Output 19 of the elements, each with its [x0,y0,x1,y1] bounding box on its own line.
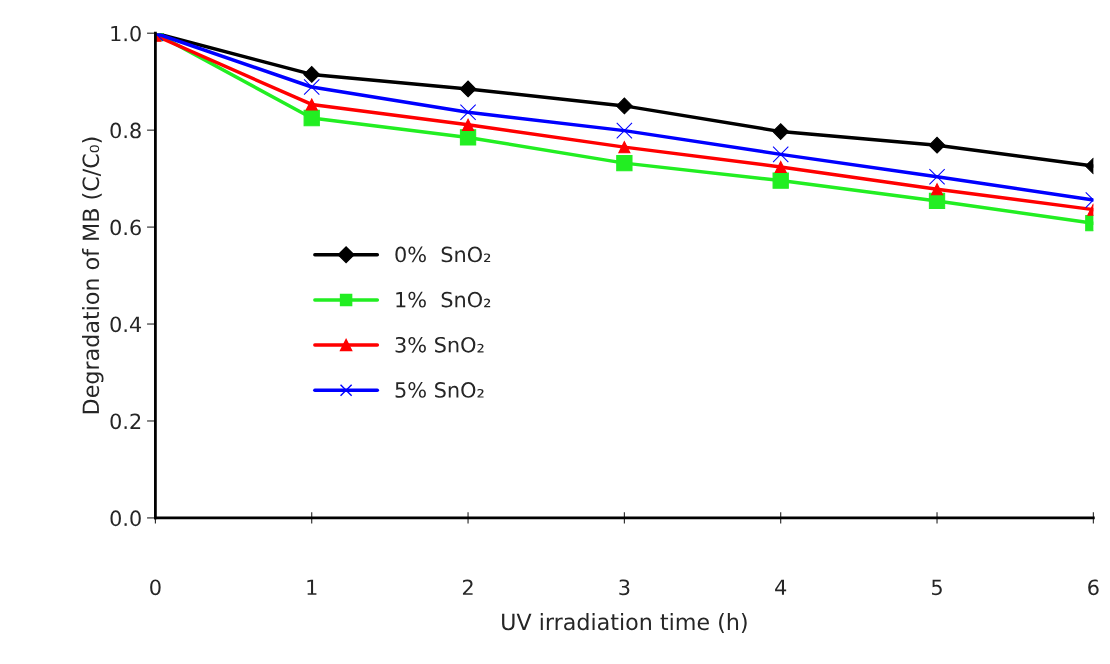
x-tick-label: 6 [1088,579,1099,596]
y-axis-title: Degradation of MB (C/C₀) [82,137,104,414]
y-tick-label: 0.6 [110,219,141,236]
legend-label: 3% SnO₂ [395,336,484,353]
legend-label: 1% SnO₂ [396,291,491,308]
x-tick-label: 5 [932,579,942,596]
x-tick-label: 1 [307,579,317,595]
x-tick-label: 2 [462,579,473,595]
x-tick-label: 0 [150,579,161,596]
x-axis-title: UV irradiation time (h) [502,613,747,633]
y-tick-label: 0.8 [110,122,141,139]
y-tick-label: 0.2 [110,413,141,430]
y-tick-label: 1.0 [111,25,141,42]
y-tick-label: 0.4 [110,316,142,333]
legend-label: 0% SnO₂ [395,246,491,263]
y-tick-label: 0.0 [110,510,141,527]
x-tick-label: 3 [619,579,630,596]
legend-label: 5% SnO₂ [395,382,484,398]
x-tick-label: 4 [775,579,787,595]
